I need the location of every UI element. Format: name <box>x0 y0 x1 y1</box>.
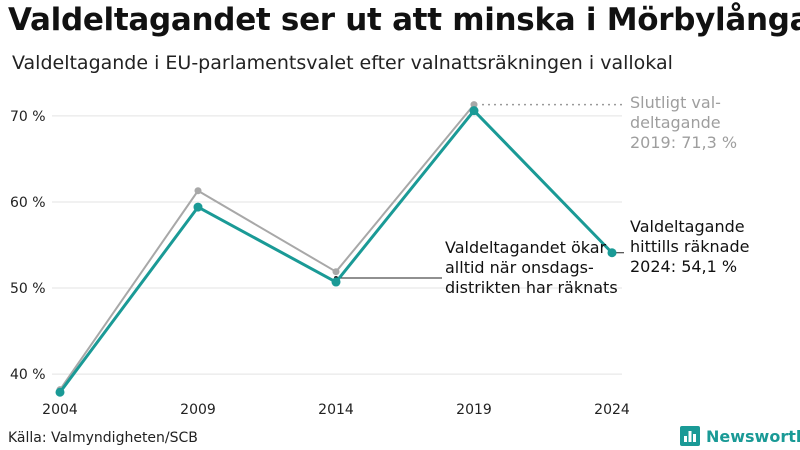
x-tick-label: 2024 <box>594 402 630 418</box>
counted-2024-annotation-line: 2024: 54,1 % <box>630 257 737 276</box>
final-turnout-point <box>470 101 478 109</box>
counted-2024-annotation: Valdeltagande hittills räknade 2024: 54,1 … <box>630 217 749 276</box>
wednesday-note-annotation-line: alltid när onsdags- <box>445 258 594 277</box>
final-2019-annotation: Slutligt val-deltagande 2019: 71,3 % <box>630 93 737 152</box>
y-tick-label: 60 % <box>10 195 46 211</box>
y-tick-label: 50 % <box>10 281 46 297</box>
counted-turnout-point <box>469 106 479 116</box>
chart-title: Valdeltagandet ser ut att minska i Mörby… <box>8 2 800 38</box>
x-tick-label: 2014 <box>318 402 354 418</box>
wednesday-note-annotation-line: Valdeltagandet ökar <box>445 238 607 257</box>
final-turnout-point <box>194 187 202 195</box>
final-2019-annotation-line: deltagande <box>630 113 721 132</box>
x-tick-label: 2009 <box>180 402 216 418</box>
x-tick-label: 2019 <box>456 402 492 418</box>
final-2019-annotation-line: 2019: 71,3 % <box>630 133 737 152</box>
bar-chart-logo-icon <box>680 426 700 446</box>
counted-2024-annotation-line: hittills räknade <box>630 237 749 256</box>
brand-logo[interactable]: Newsworthy <box>680 426 800 446</box>
final-turnout-point <box>332 268 340 276</box>
counted-2024-annotation-line: Valdeltagande <box>630 217 745 236</box>
counted-turnout-point <box>331 277 341 287</box>
counted-turnout-point <box>193 202 203 212</box>
x-tick-label: 2004 <box>42 402 78 418</box>
y-tick-label: 40 % <box>10 367 46 383</box>
final-turnout-line <box>59 104 475 391</box>
counted-turnout-point <box>607 248 617 258</box>
wednesday-note-annotation: Valdeltagandet ökar alltid när onsdags-di… <box>445 238 618 297</box>
brand-name: Newsworthy <box>706 426 800 446</box>
final-2019-annotation-line: Slutligt val- <box>630 93 721 112</box>
counted-turnout-point <box>55 387 65 397</box>
source-note: Källa: Valmyndigheten/SCB <box>8 430 198 446</box>
y-tick-label: 70 % <box>10 109 46 125</box>
wednesday-note-annotation-line: distrikten har räknats <box>445 278 618 297</box>
chart-subtitle: Valdeltagande i EU-parlamentsvalet efter… <box>12 52 673 74</box>
